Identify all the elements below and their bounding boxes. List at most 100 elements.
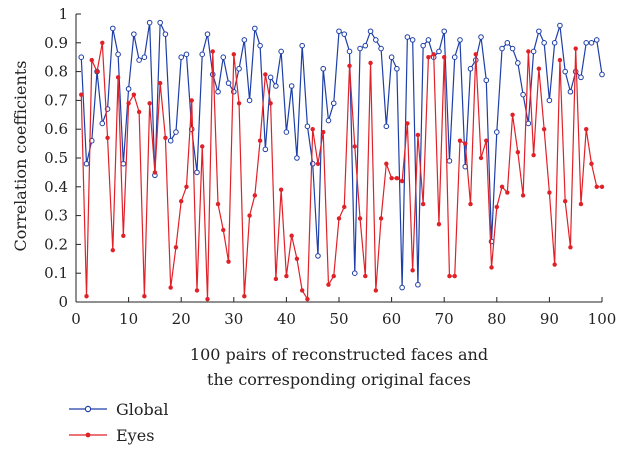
y-axis: 0 0.1 0.2 0.3 0.4 0.5 0.6 0.7 0.8 0.9 1 <box>44 5 81 311</box>
data-point-global <box>536 28 542 35</box>
data-point-global <box>346 48 353 55</box>
data-point-eyes <box>136 109 142 115</box>
data-point-global <box>236 65 242 72</box>
data-point-eyes <box>126 101 131 106</box>
data-point-global <box>504 40 511 46</box>
data-point-global <box>499 45 505 52</box>
data-point-global <box>262 146 269 153</box>
data-point-global <box>157 19 163 26</box>
data-point-eyes <box>515 150 521 155</box>
data-point-eyes <box>363 273 368 279</box>
data-point-global <box>257 42 263 49</box>
data-point-eyes <box>357 216 363 221</box>
x-tick-label: 0 <box>71 310 81 328</box>
data-point-eyes <box>284 273 289 279</box>
data-point-eyes <box>552 262 557 267</box>
data-point-global <box>451 54 458 61</box>
data-point-eyes <box>79 92 84 97</box>
data-point-global <box>131 31 137 37</box>
data-point-eyes <box>294 256 300 261</box>
data-point-global <box>383 123 390 130</box>
data-point-global <box>320 65 327 72</box>
data-point-eyes <box>100 40 105 45</box>
data-point-global <box>567 88 574 95</box>
data-point-eyes <box>536 66 542 71</box>
y-tick-label: 0.6 <box>44 120 68 138</box>
data-point-eyes <box>268 101 273 106</box>
data-point-eyes <box>463 141 468 146</box>
data-point-eyes <box>263 72 268 77</box>
data-point-global <box>425 37 432 43</box>
data-point-eyes <box>342 204 347 210</box>
y-tick-label: 1 <box>58 5 68 23</box>
legend-item-eyes: Eyes <box>68 422 168 448</box>
data-point-eyes <box>89 57 94 63</box>
data-point-global <box>194 169 200 176</box>
data-point-global <box>241 37 248 43</box>
data-point-eyes <box>415 132 421 138</box>
data-point-eyes <box>457 138 463 143</box>
data-point-eyes <box>305 296 310 302</box>
data-point-global <box>141 54 148 61</box>
data-point-global <box>204 31 211 37</box>
data-point-global <box>578 74 584 81</box>
data-point-eyes <box>131 92 137 97</box>
data-point-eyes <box>526 49 531 54</box>
legend-label-eyes: Eyes <box>116 425 155 445</box>
data-point-eyes <box>384 161 389 166</box>
data-point-eyes <box>478 155 484 161</box>
data-point-eyes <box>121 233 126 238</box>
data-point-global <box>457 37 463 43</box>
data-point-global <box>299 42 305 49</box>
data-point-eyes <box>489 265 494 270</box>
data-point-global <box>362 42 369 49</box>
data-point-eyes <box>442 55 447 60</box>
y-tick-label: 0.3 <box>44 207 68 225</box>
data-point-eyes <box>242 294 247 299</box>
data-point-eyes <box>336 216 342 221</box>
data-point-eyes <box>299 288 305 293</box>
data-point-eyes <box>468 201 473 207</box>
data-point-global <box>436 48 442 55</box>
data-point-eyes <box>373 288 379 293</box>
y-tick-label: 0.7 <box>44 91 68 109</box>
data-point-eyes <box>541 127 547 132</box>
data-point-global <box>483 77 490 84</box>
data-point-global <box>441 28 448 35</box>
data-point-eyes <box>557 57 563 63</box>
data-point-eyes <box>531 152 536 158</box>
data-point-global <box>215 88 221 95</box>
data-point-global <box>373 37 379 43</box>
data-point-global <box>593 37 600 43</box>
data-point-global <box>367 28 374 35</box>
data-point-global <box>557 22 563 29</box>
data-point-eyes <box>578 201 584 207</box>
data-point-eyes <box>389 175 394 181</box>
data-point-eyes <box>394 175 400 181</box>
data-point-eyes <box>142 294 147 299</box>
data-point-eyes <box>184 184 189 189</box>
data-point-global <box>520 91 526 98</box>
data-point-global <box>509 45 516 52</box>
data-point-global <box>267 74 274 81</box>
data-point-eyes <box>173 245 179 250</box>
data-point-eyes <box>473 52 478 57</box>
data-point-global <box>120 160 127 167</box>
y-axis-title: Correlation coefficients <box>11 61 30 252</box>
data-point-global <box>173 129 179 135</box>
data-point-global <box>167 137 174 144</box>
data-point-global <box>283 129 290 135</box>
x-axis-title-line-2: the corresponding original faces <box>207 370 471 389</box>
data-point-eyes <box>236 101 242 106</box>
data-point-global <box>336 28 342 35</box>
data-point-eyes <box>315 161 321 166</box>
data-point-global <box>178 54 184 61</box>
y-tick-label: 0.2 <box>44 235 68 253</box>
data-point-global <box>588 40 595 46</box>
data-point-eyes <box>599 184 605 189</box>
data-point-eyes <box>326 282 331 287</box>
series-eyes <box>79 40 605 302</box>
legend-label-global: Global <box>116 399 169 419</box>
data-point-eyes <box>410 268 415 273</box>
